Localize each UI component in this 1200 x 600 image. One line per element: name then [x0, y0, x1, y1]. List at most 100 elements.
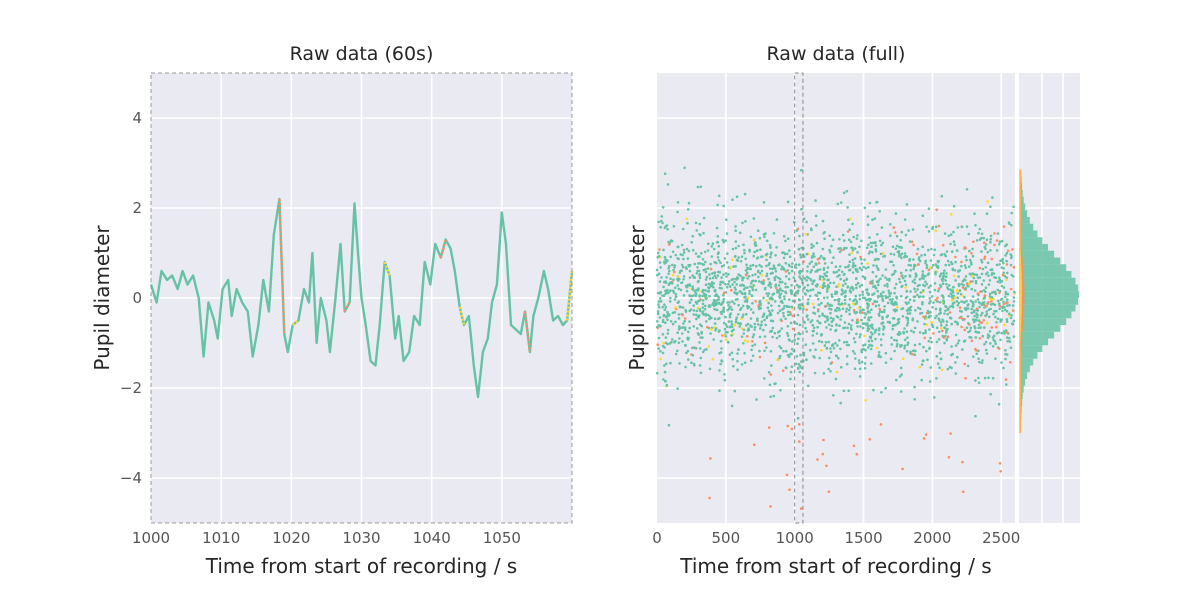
scatter-point	[985, 352, 989, 355]
scatter-point	[709, 267, 713, 271]
scatter-point	[810, 246, 813, 249]
scatter-point	[720, 303, 723, 306]
scatter-point	[659, 266, 662, 269]
scatter-point	[932, 332, 935, 335]
scatter-point	[820, 301, 823, 305]
scatter-point	[974, 379, 977, 382]
scatter-point	[904, 283, 908, 287]
scatter-point	[781, 369, 785, 373]
scatter-point	[842, 279, 846, 283]
scatter-point	[816, 309, 820, 313]
scatter-point	[713, 294, 717, 298]
scatter-point	[967, 265, 971, 268]
scatter-point	[970, 339, 974, 343]
scatter-point	[779, 280, 782, 284]
scatter-point	[858, 375, 862, 378]
scatter-point	[939, 321, 943, 324]
scatter-point	[921, 214, 925, 217]
scatter-point	[659, 357, 662, 361]
scatter-point	[965, 225, 969, 228]
scatter-point	[708, 277, 712, 280]
scatter-point	[884, 351, 888, 355]
scatter-point	[749, 282, 753, 285]
scatter-point	[859, 309, 862, 312]
artefact-segment	[565, 270, 574, 321]
scatter-point	[707, 345, 711, 348]
scatter-point	[725, 275, 728, 278]
scatter-point	[951, 262, 954, 266]
scatter-point	[690, 241, 693, 244]
scatter-point	[856, 270, 859, 274]
scatter-point	[757, 280, 761, 283]
series-line	[149, 197, 574, 399]
scatter-point	[963, 301, 966, 304]
scatter-point	[798, 286, 801, 289]
scatter-point	[776, 358, 779, 362]
scatter-point	[861, 326, 865, 330]
scatter-point	[743, 248, 746, 252]
scatter-point	[949, 233, 953, 236]
histogram-bar	[1019, 176, 1021, 184]
scatter-point	[914, 290, 917, 293]
scatter-point	[805, 315, 809, 318]
right-series	[655, 166, 1016, 510]
scatter-point	[702, 216, 706, 220]
scatter-point	[684, 309, 687, 312]
scatter-point	[722, 306, 725, 310]
scatter-point	[690, 294, 693, 298]
scatter-point	[777, 290, 780, 294]
scatter-point	[875, 300, 879, 304]
scatter-point	[669, 320, 673, 323]
scatter-point	[829, 328, 832, 331]
scatter-point	[846, 265, 850, 269]
scatter-point	[666, 332, 670, 335]
scatter-point	[712, 285, 715, 289]
scatter-point	[913, 398, 916, 401]
scatter-point	[970, 252, 973, 255]
scatter-point	[724, 323, 728, 326]
scatter-point	[847, 322, 851, 326]
scatter-point	[794, 266, 798, 269]
scatter-point	[751, 335, 755, 339]
scatter-point	[661, 221, 664, 225]
scatter-point	[663, 364, 666, 367]
scatter-point	[835, 315, 839, 318]
scatter-point	[659, 324, 662, 328]
scatter-point	[899, 390, 903, 393]
scatter-point	[745, 273, 748, 277]
scatter-point	[994, 342, 997, 346]
scatter-point	[741, 278, 744, 282]
scatter-point	[729, 266, 732, 269]
histogram-bar	[1019, 379, 1021, 386]
scatter-point	[980, 250, 983, 253]
histogram-bar	[1019, 304, 1022, 312]
histogram-bar	[1019, 271, 1022, 278]
histogram-bar	[1019, 264, 1022, 271]
scatter-point	[772, 292, 776, 296]
scatter-point	[698, 299, 701, 302]
scatter-point	[935, 377, 938, 380]
scatter-point	[990, 268, 994, 271]
scatter-point	[978, 238, 982, 241]
scatter-point	[810, 260, 814, 264]
scatter-point	[860, 268, 863, 271]
scatter-point	[909, 350, 912, 354]
scatter-point	[838, 238, 841, 241]
scatter-point	[840, 288, 844, 292]
scatter-point	[762, 296, 765, 300]
scatter-point	[838, 324, 841, 328]
scatter-point	[837, 302, 840, 306]
scatter-point	[882, 290, 885, 294]
scatter-point	[698, 347, 702, 350]
marginal-histogram	[1019, 73, 1080, 523]
scatter-point	[997, 347, 1001, 350]
scatter-point	[1005, 259, 1008, 263]
scatter-point	[865, 246, 869, 250]
scatter-point	[869, 241, 873, 245]
scatter-point	[769, 313, 773, 317]
scatter-point	[736, 368, 739, 372]
scatter-point	[765, 299, 769, 302]
scatter-point	[737, 313, 740, 316]
scatter-point	[717, 259, 721, 262]
scatter-point	[742, 332, 746, 335]
